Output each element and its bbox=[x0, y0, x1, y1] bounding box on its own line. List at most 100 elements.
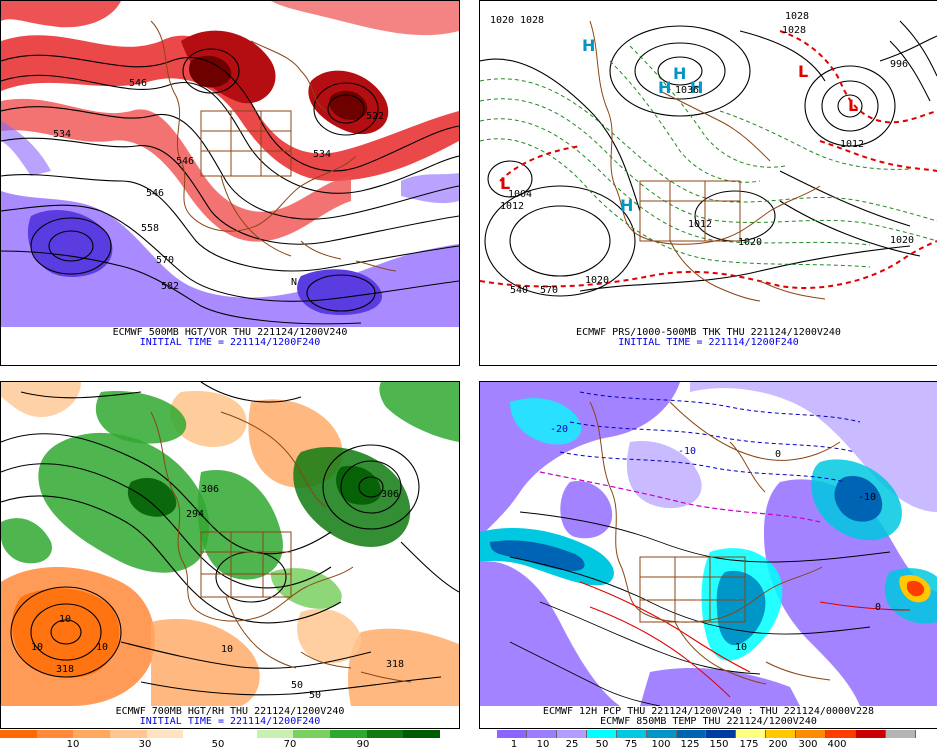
contour-label: 0 bbox=[875, 602, 881, 613]
contour-label: 1012 bbox=[688, 219, 712, 230]
map-precipitation-temperature: -10 -20 0 10 -10 0 bbox=[480, 382, 937, 706]
contour-label: 570 bbox=[156, 255, 174, 266]
contour-label: 50 bbox=[291, 680, 303, 691]
precip-colorbar-label: 300 bbox=[798, 739, 818, 750]
contour-label: 10 bbox=[59, 614, 71, 625]
precip-colorbar-swatch bbox=[646, 730, 677, 738]
contour-label: 558 bbox=[141, 223, 159, 234]
precip-colorbar-label: 400 bbox=[827, 739, 847, 750]
precip-colorbar-label: 200 bbox=[768, 739, 788, 750]
rh-colorbar-swatch bbox=[220, 730, 257, 738]
high-pressure-marker: H bbox=[673, 64, 686, 83]
rh-colorbar-swatch bbox=[0, 730, 37, 738]
contour-label: 10 bbox=[735, 642, 747, 653]
contour-label: 534 bbox=[53, 129, 71, 140]
rh-colorbar-swatch bbox=[366, 730, 404, 738]
rh-colorbar-swatch bbox=[330, 730, 367, 738]
precip-colorbar-swatch bbox=[766, 730, 797, 738]
contour-label: 1020 bbox=[585, 275, 609, 286]
precip-colorbar-swatch bbox=[796, 730, 827, 738]
panel-caption: ECMWF 12H PCP THU 221124/1200V240 : THU … bbox=[542, 706, 875, 717]
rh-colorbar-label: 50 bbox=[211, 739, 225, 750]
contour-label: -10 bbox=[678, 446, 696, 457]
contour-label: 50 bbox=[309, 690, 321, 701]
panel-500mb-hgt-vor: 546 534 546 522 534 546 558 570 582 N EC… bbox=[0, 0, 460, 366]
contour-label: 570 bbox=[540, 285, 558, 296]
rh-colorbar-swatch bbox=[36, 730, 74, 738]
precip-colorbar-label: 75 bbox=[624, 739, 638, 750]
contour-label: 0 bbox=[775, 449, 781, 460]
precip-colorbar-label: 10 bbox=[536, 739, 550, 750]
map-pressure-thickness: H H H H H L L L 1020 1028 1036 1028 996 … bbox=[480, 1, 937, 327]
precip-colorbar-label: 100 bbox=[651, 739, 671, 750]
rh-colorbar-swatch bbox=[110, 730, 147, 738]
contour-label: 534 bbox=[313, 149, 331, 160]
precip-colorbar-label: 50 bbox=[595, 739, 609, 750]
precip-colorbar-swatch bbox=[556, 730, 587, 738]
precip-colorbar-swatch bbox=[706, 730, 737, 738]
rh-colorbar-label: 10 bbox=[66, 739, 80, 750]
contour-label: -20 bbox=[550, 424, 568, 435]
precip-colorbar-label: 150 bbox=[709, 739, 729, 750]
high-pressure-marker: H bbox=[582, 36, 595, 55]
contour-label: 546 bbox=[176, 156, 194, 167]
panel-700mb-hgt-rh: 10 10 10 318 306 50 50 10 306 318 294 EC… bbox=[0, 381, 460, 729]
rh-colorbar-label: 70 bbox=[283, 739, 297, 750]
panel-12h-pcp-850-temp: -10 -20 0 10 -10 0 ECMWF 12H PCP THU 221… bbox=[479, 381, 937, 729]
precip-colorbar-label: 125 bbox=[680, 739, 700, 750]
rh-colorbar-labels: 10 30 50 70 90 bbox=[0, 739, 440, 750]
panel-init-time: INITIAL TIME = 221114/1200F240 bbox=[618, 337, 799, 348]
rh-colorbar-swatch bbox=[293, 730, 331, 738]
low-pressure-marker: L bbox=[848, 96, 858, 115]
low-marker: N bbox=[291, 277, 297, 288]
contour-label: 294 bbox=[186, 509, 204, 520]
panel-caption-secondary: ECMWF 850MB TEMP THU 221124/1200V240 bbox=[600, 716, 817, 727]
precip-colorbar-swatch bbox=[526, 730, 557, 738]
panel-caption: ECMWF 700MB HGT/RH THU 221124/1200V240 bbox=[115, 706, 345, 717]
precip-colorbar-swatch bbox=[676, 730, 707, 738]
contour-label: 540 bbox=[510, 285, 528, 296]
rh-colorbar bbox=[0, 730, 441, 738]
contour-label: 306 bbox=[381, 489, 399, 500]
rh-colorbar-label: 90 bbox=[356, 739, 370, 750]
contour-label: 1028 bbox=[782, 25, 806, 36]
precip-colorbar-label: 175 bbox=[739, 739, 759, 750]
contour-label: 546 bbox=[129, 78, 147, 89]
contour-label: 306 bbox=[201, 484, 219, 495]
contour-label: 10 bbox=[31, 642, 43, 653]
contour-label: 1020 bbox=[738, 237, 762, 248]
precip-colorbar-labels: 1 10 25 50 75 100 125 150 175 200 300 400 bbox=[490, 739, 930, 750]
contour-label: 10 bbox=[96, 642, 108, 653]
map-700mb-humidity: 10 10 10 318 306 50 50 10 306 318 294 bbox=[1, 382, 459, 706]
precip-colorbar-swatch bbox=[736, 730, 767, 738]
contour-label: 10 bbox=[221, 644, 233, 655]
contour-label: 996 bbox=[890, 59, 908, 70]
low-pressure-marker: L bbox=[798, 62, 808, 81]
precip-colorbar-swatch bbox=[586, 730, 617, 738]
rh-colorbar-label: 30 bbox=[138, 739, 152, 750]
contour-label: 1020 bbox=[490, 15, 514, 26]
panel-caption: ECMWF 500MB HGT/VOR THU 221124/1200V240 bbox=[112, 327, 348, 338]
precip-colorbar-swatch bbox=[616, 730, 647, 738]
panel-caption: ECMWF PRS/1000-500MB THK THU 221124/1200… bbox=[576, 327, 841, 338]
high-pressure-marker: H bbox=[620, 196, 633, 215]
contour-label: 582 bbox=[161, 281, 179, 292]
contour-label: 546 bbox=[146, 188, 164, 199]
panel-prs-thickness: H H H H H L L L 1020 1028 1036 1028 996 … bbox=[479, 0, 937, 366]
contour-label: 1028 bbox=[520, 15, 544, 26]
low-pressure-marker: L bbox=[500, 174, 510, 193]
precip-colorbar-label: 1 bbox=[510, 739, 518, 750]
precip-colorbar-label: 25 bbox=[565, 739, 579, 750]
contour-label: 1012 bbox=[500, 201, 524, 212]
precip-colorbar-swatch bbox=[856, 730, 886, 738]
precip-colorbar-swatch bbox=[826, 730, 857, 738]
rh-colorbar-swatch bbox=[256, 730, 294, 738]
panel-init-time: INITIAL TIME = 221114/1200F240 bbox=[139, 337, 321, 348]
contour-label: 1020 bbox=[890, 235, 914, 246]
map-500mb-vorticity: 546 534 546 522 534 546 558 570 582 N bbox=[1, 1, 459, 327]
precip-colorbar-swatch bbox=[497, 730, 527, 738]
contour-label: 318 bbox=[386, 659, 404, 670]
rh-colorbar-swatch bbox=[73, 730, 111, 738]
contour-label: 1004 bbox=[508, 189, 532, 200]
contour-label: 318 bbox=[56, 664, 74, 675]
